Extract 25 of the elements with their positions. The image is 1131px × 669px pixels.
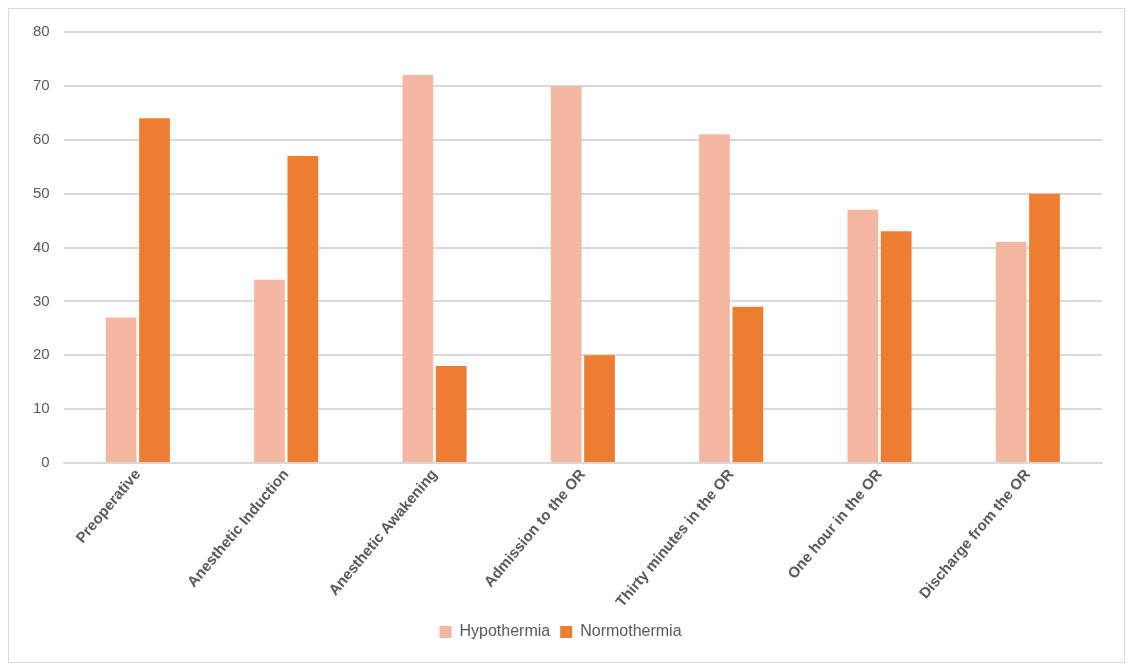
bar <box>550 85 582 462</box>
y-tick-label: 70 <box>33 76 50 94</box>
y-tick-label: 50 <box>33 183 50 201</box>
bar <box>254 279 285 462</box>
y-tick-label: 10 <box>33 399 50 417</box>
y-tick-label: 60 <box>33 129 50 147</box>
bar <box>732 306 764 462</box>
bar <box>847 209 879 462</box>
bar <box>584 355 615 462</box>
bar <box>105 317 137 462</box>
legend-label: Hypothermia <box>459 622 551 640</box>
bar <box>995 242 1027 462</box>
bar <box>402 75 434 462</box>
y-tick-label: 30 <box>33 291 50 309</box>
legend-label: Normothermia <box>580 622 682 640</box>
bar <box>880 231 912 462</box>
bar <box>139 118 170 462</box>
bar <box>287 155 319 462</box>
bar <box>699 134 730 462</box>
y-tick-label: 80 <box>33 22 50 40</box>
bar <box>435 366 467 462</box>
y-tick-label: 20 <box>33 345 50 363</box>
y-tick-label: 40 <box>33 237 50 255</box>
bar <box>1029 193 1060 462</box>
y-tick-label: 0 <box>41 453 50 471</box>
